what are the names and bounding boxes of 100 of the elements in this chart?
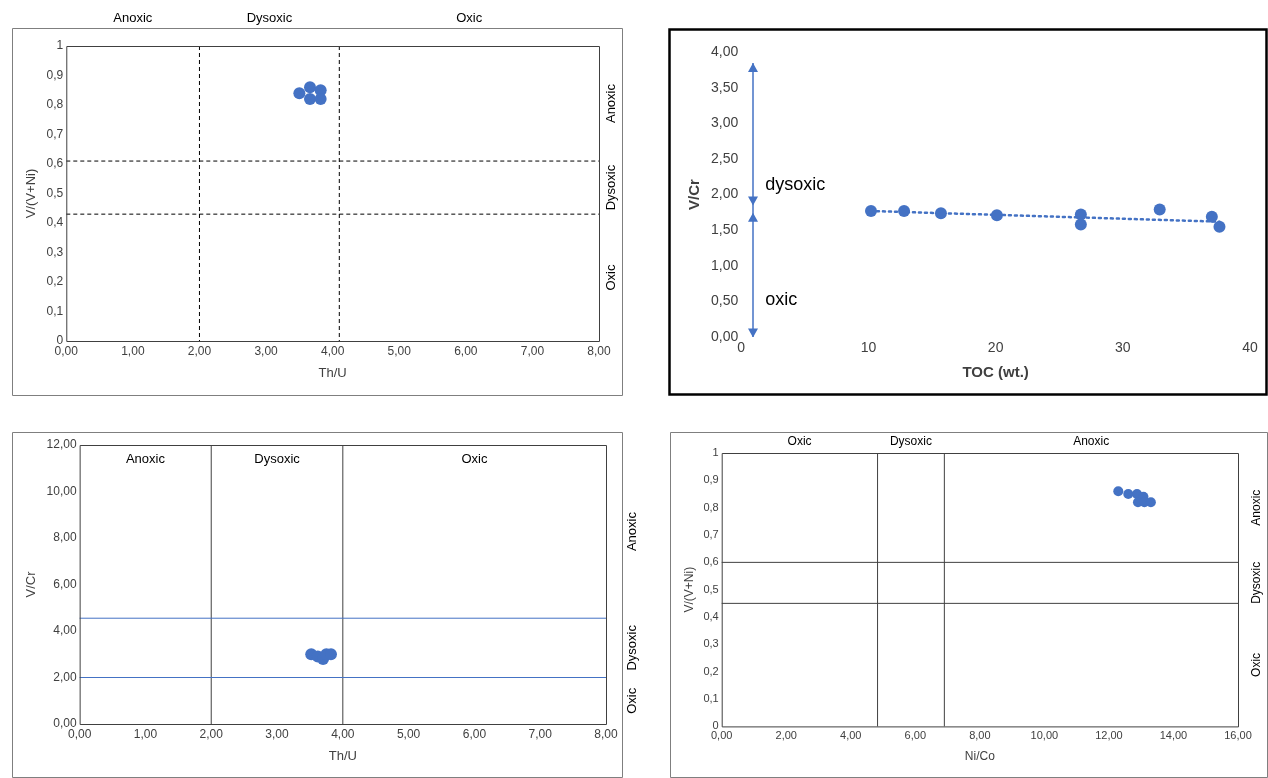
y-tick-label: 0,5	[703, 582, 719, 595]
y-tick-label: 12,00	[46, 437, 77, 452]
y-tick-label: 2,00	[53, 669, 77, 684]
y-tick-label: 0,8	[703, 500, 719, 513]
x-tick-label: 30	[1115, 339, 1131, 356]
x-tick-label: 2,00	[199, 726, 224, 741]
point	[1074, 218, 1087, 231]
text: Anoxic	[113, 9, 153, 25]
text: Anoxic	[1073, 434, 1110, 449]
x-tick-label: 6,00	[462, 726, 487, 741]
text: Dysoxic	[1249, 561, 1264, 604]
x-tick-label: 10,00	[1030, 729, 1059, 742]
point	[990, 209, 1003, 222]
point	[898, 205, 911, 217]
y-tick-label: 1,00	[711, 256, 739, 273]
y-axis-title: V/(V+Ni)	[681, 566, 696, 613]
x-tick-label: 3,00	[254, 343, 279, 358]
y-tick-label: 1	[712, 446, 719, 459]
x-tick-label: 12,00	[1095, 729, 1123, 742]
y-tick-label: 0,2	[703, 664, 719, 677]
x-tick-label: 2,00	[187, 343, 212, 358]
text: Oxic	[1249, 652, 1264, 677]
x-tick-label: 4,00	[331, 726, 355, 741]
point	[1153, 203, 1166, 216]
text: Oxic	[456, 9, 483, 25]
x-tick-label: 4,00	[840, 729, 862, 742]
y-tick-label: 8,00	[53, 530, 77, 545]
y-tick-label: 0,1	[703, 692, 719, 705]
text: Dysoxic	[889, 434, 932, 449]
y-tick-label: 0,1	[46, 303, 64, 318]
y-tick-label: 2,00	[711, 185, 739, 202]
y-tick-label: 0,3	[703, 637, 719, 650]
y-tick-label: 2,50	[711, 149, 739, 166]
point	[1113, 486, 1124, 497]
text: Dysoxic	[602, 164, 618, 211]
y-tick-label: 0,6	[46, 156, 64, 171]
x-tick-label: 20	[987, 339, 1004, 356]
annotation: oxic	[765, 289, 798, 310]
x-tick-label: 1,00	[121, 343, 145, 358]
annotation: Oxic	[461, 450, 488, 466]
y-tick-label: 10,00	[46, 483, 77, 498]
y-tick-label: 4,00	[53, 623, 77, 638]
y-tick-label: 4,00	[711, 42, 739, 59]
y-tick-label: 1	[56, 38, 64, 53]
y-tick-label: 0,50	[711, 292, 739, 309]
x-tick-label: 8,00	[969, 729, 991, 742]
x-tick-label: 16,00	[1224, 729, 1252, 742]
text: Dysoxic	[246, 9, 293, 25]
y-tick-label: 3,50	[711, 78, 739, 95]
x-axis-title: Th/U	[328, 747, 357, 763]
x-tick-label: 3,00	[265, 726, 290, 741]
x-tick-label: 6,00	[454, 343, 478, 358]
y-tick-label: 0,9	[703, 473, 719, 486]
y-tick-label: 0,3	[46, 244, 64, 259]
y-tick-label: 1,50	[711, 221, 739, 238]
x-tick-label: 7,00	[520, 343, 545, 358]
text: Oxic	[602, 264, 618, 291]
x-tick-label: 10	[860, 339, 877, 356]
y-tick-label: 6,00	[53, 576, 77, 591]
y-tick-label: 0,2	[46, 274, 64, 289]
y-axis-title: V/(V+Ni)	[23, 168, 39, 219]
x-tick-label: 14,00	[1159, 729, 1188, 742]
x-tick-label: 1,00	[133, 726, 158, 741]
x-tick-label: 8,00	[587, 343, 611, 358]
point	[1213, 220, 1226, 233]
x-tick-label: 6,00	[904, 729, 927, 742]
x-tick-label: 40	[1242, 339, 1258, 356]
point	[864, 205, 877, 217]
x-tick-label: 4,00	[320, 343, 345, 358]
x-axis-title: Th/U	[318, 364, 347, 380]
text: Oxic	[787, 434, 812, 449]
x-tick-label: 5,00	[396, 726, 421, 741]
text: Anoxic	[623, 511, 639, 552]
x-axis-title: TOC (wt.)	[962, 363, 1029, 381]
y-tick-label: 0,7	[46, 126, 64, 141]
x-tick-label: 2,00	[775, 729, 797, 742]
y-tick-label: 0,6	[703, 555, 719, 568]
point	[1205, 210, 1218, 223]
text: Dysoxic	[623, 624, 639, 671]
x-tick-label: 7,00	[528, 726, 553, 741]
y-axis-title: V/Cr	[23, 570, 39, 598]
x-tick-label: 5,00	[387, 343, 412, 358]
y-tick-label: 0,7	[703, 528, 719, 541]
point	[1074, 208, 1087, 221]
text: Anoxic	[602, 83, 618, 124]
x-tick-label: 0,00	[67, 726, 92, 741]
annotation: Dysoxic	[254, 450, 301, 466]
x-axis-title: Ni/Co	[964, 749, 996, 764]
x-tick-label: 8,00	[594, 726, 618, 741]
point	[1123, 489, 1134, 500]
y-tick-label: 0,5	[46, 185, 64, 200]
y-axis-title: V/Cr	[685, 179, 703, 211]
annotation: dysoxic	[765, 173, 826, 194]
y-tick-label: 0,8	[46, 97, 64, 112]
text: Anoxic	[1249, 489, 1264, 526]
y-tick-label: 0,9	[46, 67, 64, 82]
y-tick-label: 0,4	[46, 215, 64, 230]
text: Oxic	[623, 687, 639, 714]
y-tick-label: 3,00	[711, 114, 739, 131]
y-tick-label: 0,00	[711, 328, 739, 345]
